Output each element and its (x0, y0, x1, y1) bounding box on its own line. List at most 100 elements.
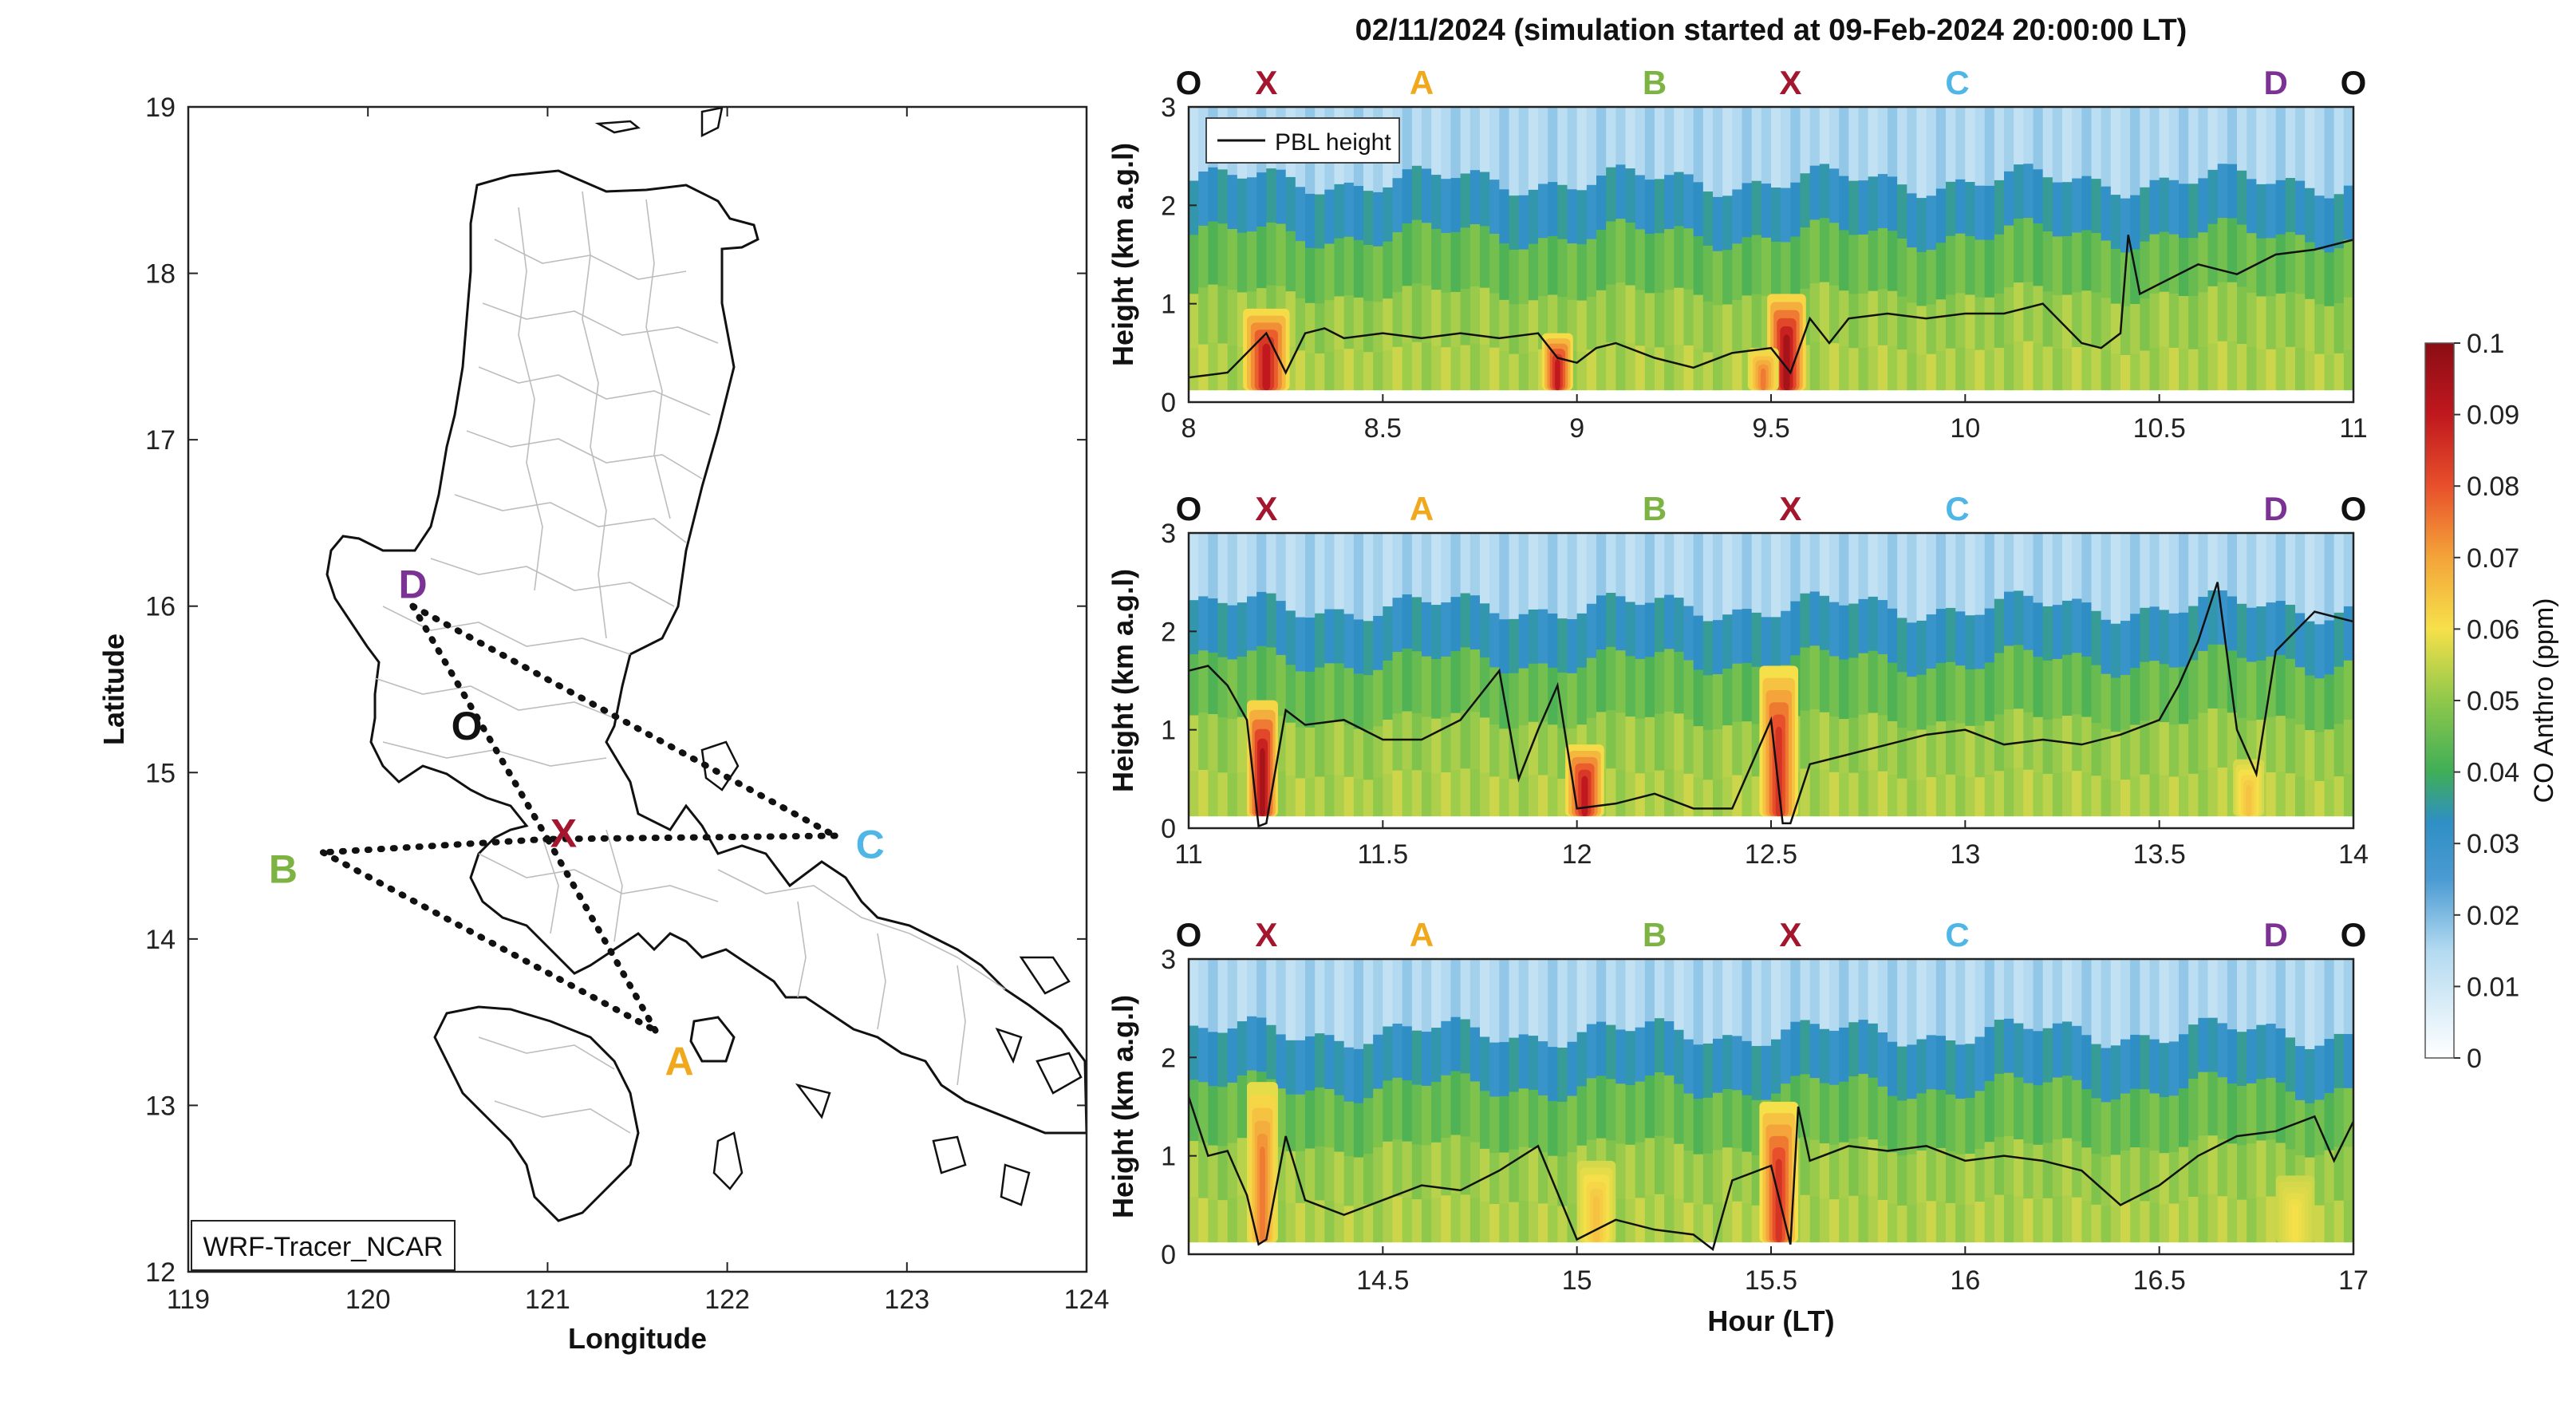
field-cell (1916, 1150, 1927, 1204)
field-cell (1693, 726, 1704, 779)
field-cell (2237, 1086, 2248, 1147)
field-cell (1858, 294, 1869, 349)
field-cell (2149, 533, 2160, 608)
field-cell (1499, 351, 1510, 392)
field-cell (1383, 720, 1394, 775)
field-cell (1800, 173, 1811, 229)
field-cell (1315, 194, 1326, 250)
field-cell (2207, 169, 2219, 225)
field-cell (1557, 672, 1568, 729)
field-cell (1402, 343, 1413, 392)
field-cell (1276, 716, 1287, 773)
field-cell (1742, 775, 1753, 818)
field-cell (1674, 1083, 1685, 1145)
field-cell (2042, 177, 2053, 233)
field-cell (2023, 1083, 2034, 1144)
field-cell (1916, 674, 1927, 731)
field-cell (1888, 959, 1899, 1043)
field-cell (1683, 959, 1694, 1040)
field-cell (1499, 533, 1510, 621)
field-cell (1422, 1085, 1433, 1147)
field-cell (2324, 1092, 2335, 1151)
field-cell (1829, 1084, 1840, 1146)
field-cell (2033, 533, 2044, 604)
field-cell (1839, 773, 1850, 818)
field-cell (2295, 1099, 2306, 1156)
field-cell (1324, 775, 1335, 818)
field-cell (1868, 596, 1879, 652)
field-cell (1907, 731, 1918, 782)
field-cell (2168, 293, 2180, 349)
field-cell (1722, 1089, 1734, 1149)
field-cell (1625, 107, 1636, 170)
field-cell (1683, 719, 1694, 775)
field-cell (2062, 533, 2073, 602)
field-cell (1266, 1024, 1277, 1080)
field-cell (1509, 1037, 1520, 1093)
field-cell (1916, 1202, 1927, 1244)
field-cell (2101, 619, 2112, 675)
field-cell (1441, 656, 1452, 718)
field-cell (1353, 619, 1364, 675)
x-axis-label: Hour (LT) (1707, 1305, 1834, 1337)
field-cell (1315, 1200, 1326, 1244)
field-cell (1868, 770, 1879, 818)
field-cell (2179, 184, 2190, 239)
x-tick-label: 11 (1174, 839, 1202, 870)
field-cell (1674, 598, 1685, 653)
field-cell (1518, 195, 1529, 251)
field-cell (1722, 725, 1734, 779)
map-axes-frame (187, 105, 1088, 1273)
field-cell (1897, 107, 1908, 186)
field-cell (1450, 291, 1462, 348)
field-cell (2314, 624, 2326, 680)
field-cell (2052, 107, 2063, 184)
field-cell (2266, 1139, 2277, 1198)
field-cell (1829, 959, 1840, 1032)
field-cell (1664, 533, 1675, 596)
field-cell (1499, 299, 1510, 353)
field-cell (2333, 1200, 2345, 1244)
field-cell (2004, 344, 2015, 392)
field-cell (2168, 613, 2180, 669)
field-cell (2247, 533, 2258, 609)
field-cell (1858, 1136, 1869, 1196)
x-tick-label: 11.5 (1358, 839, 1409, 870)
field-cell (1664, 594, 1675, 650)
field-cell (1994, 1136, 2005, 1196)
field-cell (1858, 107, 1869, 182)
field-cell (1839, 659, 1850, 720)
field-cell (1897, 184, 1908, 240)
x-tick-label: 8.5 (1364, 413, 1402, 444)
field-cell (1422, 107, 1433, 170)
field-cell (2159, 107, 2170, 179)
field-cell (2256, 238, 2267, 298)
field-cell (1441, 772, 1452, 818)
field-cell (2343, 349, 2353, 392)
field-cell (1509, 304, 1520, 355)
field-cell (1635, 107, 1646, 176)
field-cell (2198, 533, 2209, 598)
field-cell (2081, 290, 2093, 347)
field-cell (1926, 304, 1937, 355)
field-cell (2237, 959, 2248, 1033)
field-cell (1635, 1027, 1646, 1083)
field-cell (2198, 107, 2209, 180)
field-cell (1518, 1200, 1529, 1244)
field-cell (1509, 249, 1520, 306)
field-cell (1935, 1090, 1947, 1149)
province-boundaries (374, 191, 1006, 1134)
field-cell (1499, 189, 1510, 245)
field-cell (1373, 959, 1384, 1036)
field-cell (1489, 180, 1501, 235)
field-cell (1538, 609, 1549, 665)
field-cell (2333, 533, 2345, 614)
field-cell (1916, 729, 1927, 781)
field-cell (2256, 959, 2267, 1026)
field-cell (1469, 1027, 1481, 1083)
field-cell (1295, 727, 1306, 780)
field-cell (1742, 1040, 1753, 1096)
field-cell (2343, 297, 2353, 351)
field-cell (2033, 959, 2044, 1032)
field-cell (1343, 668, 1355, 726)
